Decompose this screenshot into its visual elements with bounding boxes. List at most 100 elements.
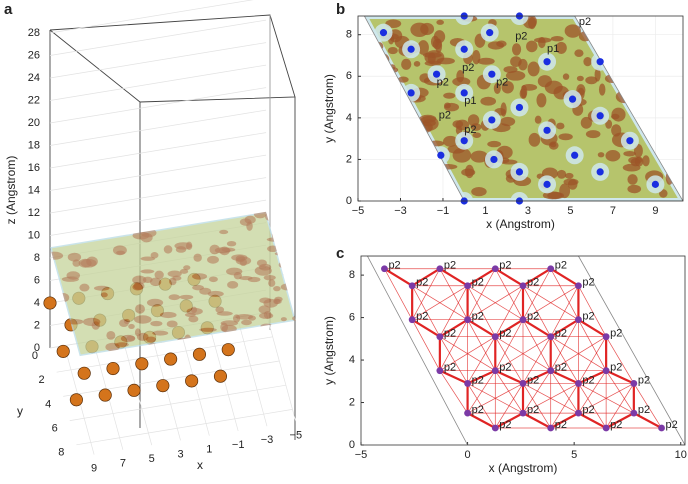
- density-blob: [184, 334, 192, 345]
- density-blob: [168, 294, 181, 301]
- density-blob: [406, 125, 426, 136]
- density-blob: [221, 247, 236, 252]
- density-blob: [364, 152, 376, 159]
- link: [494, 336, 524, 384]
- node-label: p2: [388, 260, 400, 272]
- density-blob: [452, 77, 471, 87]
- density-blob: [134, 328, 141, 337]
- node: [464, 282, 471, 290]
- link: [495, 336, 551, 371]
- bond: [439, 318, 469, 338]
- bond: [605, 369, 635, 385]
- node-label: p2: [472, 374, 484, 386]
- density-blob: [273, 298, 281, 305]
- density-blob: [246, 221, 253, 231]
- node: [519, 316, 527, 324]
- atom: [106, 361, 120, 376]
- link: [467, 285, 524, 321]
- z-tick-label: 4: [34, 297, 40, 309]
- density-blob: [193, 253, 202, 262]
- density-blob: [496, 40, 507, 48]
- atom-site: [488, 116, 496, 124]
- density-blob: [390, 129, 398, 138]
- panel-label: a: [4, 1, 13, 18]
- density-blob: [172, 275, 182, 281]
- density-blob: [670, 39, 679, 49]
- atom-site: [626, 137, 634, 145]
- grid-line: [69, 384, 286, 421]
- density-blob: [667, 19, 679, 28]
- link: [439, 285, 468, 337]
- atom-site: [543, 126, 551, 134]
- density-blob: [183, 265, 191, 271]
- atom: [98, 388, 112, 402]
- y-tick-label: 4: [349, 354, 355, 366]
- density-blob: [537, 75, 552, 88]
- link: [578, 370, 607, 414]
- density-blob: [66, 318, 84, 325]
- bond: [494, 318, 524, 338]
- density-hole: [455, 16, 474, 25]
- link: [494, 285, 524, 337]
- y-tick-label: 0: [349, 439, 355, 451]
- density-blob: [215, 211, 228, 216]
- density-blob: [576, 75, 584, 82]
- density-blob: [671, 171, 683, 180]
- atom-site: [596, 58, 604, 66]
- density-blob: [259, 312, 274, 319]
- node: [658, 424, 665, 432]
- node: [575, 316, 582, 324]
- density-blob: [239, 276, 253, 281]
- bond: [550, 318, 579, 338]
- density-blob: [167, 270, 182, 278]
- density-blob: [227, 281, 239, 289]
- density-blob: [536, 93, 547, 108]
- density-blob: [82, 317, 101, 327]
- density-blob: [444, 102, 451, 109]
- density-blob: [417, 40, 429, 55]
- density-blob: [364, 171, 371, 183]
- density-blob: [412, 144, 427, 154]
- cell-outline: [366, 256, 685, 445]
- density-blob: [562, 73, 570, 80]
- bond: [467, 369, 496, 385]
- density-blob: [132, 283, 143, 291]
- density-blob: [146, 343, 161, 352]
- z-tick-label: 22: [28, 94, 40, 106]
- node-label: p2: [416, 277, 428, 289]
- atom-site: [490, 155, 498, 164]
- density-blob: [258, 305, 271, 314]
- density-blob: [274, 296, 283, 302]
- density-blob: [132, 231, 150, 240]
- density-blob: [574, 49, 584, 57]
- density-blob: [66, 271, 81, 280]
- density-blob: [673, 56, 683, 70]
- density-blob: [480, 96, 497, 106]
- node: [519, 380, 527, 387]
- node-label: p2: [582, 311, 594, 323]
- node: [547, 367, 555, 375]
- z-tick-label: 8: [34, 252, 40, 264]
- x-tick-label: 7: [610, 205, 616, 217]
- density-blob: [273, 298, 282, 304]
- node-label: p2: [555, 362, 567, 374]
- density-blob: [248, 315, 256, 321]
- density-blob: [555, 41, 567, 54]
- density-blob: [235, 256, 252, 266]
- density-blob: [259, 297, 272, 304]
- density-blob: [670, 18, 679, 27]
- node-label: p2: [582, 277, 594, 289]
- density-blob: [120, 334, 136, 343]
- density-blob: [207, 290, 224, 297]
- density-blob: [534, 115, 542, 124]
- density-blob: [192, 273, 208, 280]
- density-blob: [623, 95, 641, 101]
- atom-site: [515, 168, 524, 176]
- density-blob: [597, 152, 605, 158]
- density-blob: [640, 78, 660, 87]
- node-label: p2: [499, 260, 511, 272]
- slab-base: [50, 211, 296, 357]
- density-blob: [54, 214, 70, 220]
- node-label: p2: [610, 328, 622, 340]
- node-label: p2: [527, 374, 539, 386]
